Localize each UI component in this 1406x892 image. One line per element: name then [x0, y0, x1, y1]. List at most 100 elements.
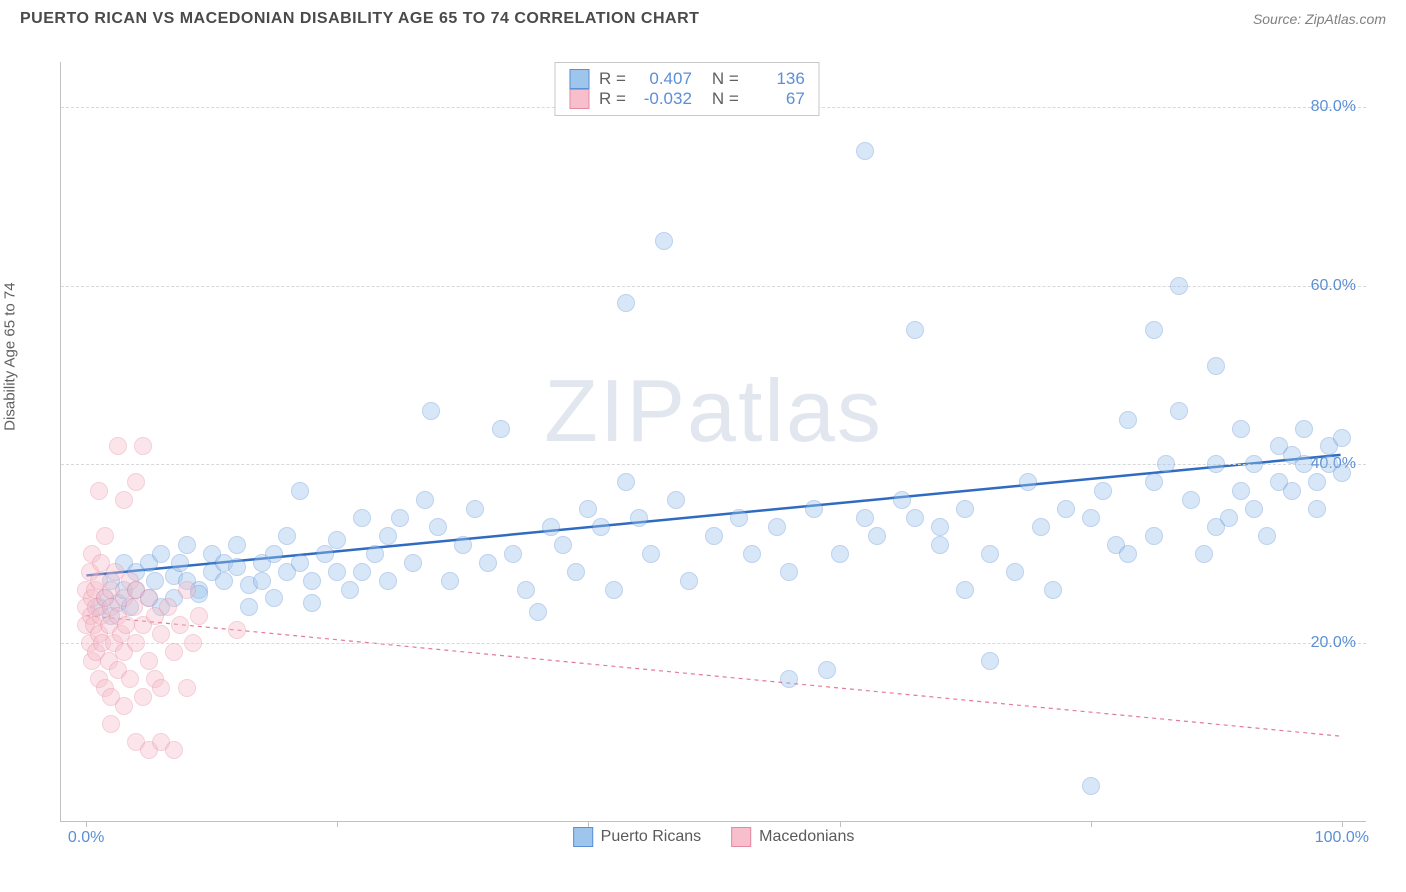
scatter-point	[1220, 509, 1238, 527]
x-tick	[840, 821, 841, 827]
y-tick-label: 20.0%	[1311, 634, 1356, 652]
scatter-point	[517, 581, 535, 599]
scatter-point	[265, 589, 283, 607]
scatter-point	[1094, 482, 1112, 500]
scatter-point	[1119, 545, 1137, 563]
scatter-point	[228, 558, 246, 576]
scatter-point	[353, 563, 371, 581]
scatter-point	[140, 589, 158, 607]
scatter-point	[134, 437, 152, 455]
scatter-point	[1032, 518, 1050, 536]
x-tick	[86, 821, 87, 827]
scatter-point	[341, 581, 359, 599]
scatter-point	[178, 536, 196, 554]
scatter-point	[893, 491, 911, 509]
scatter-point	[466, 500, 484, 518]
scatter-point	[303, 572, 321, 590]
scatter-point	[868, 527, 886, 545]
x-tick	[1091, 821, 1092, 827]
scatter-point	[429, 518, 447, 536]
trend-line	[86, 616, 1340, 737]
legend-swatch	[573, 827, 593, 847]
scatter-point	[190, 607, 208, 625]
plot-area: ZIPatlas R =0.407N =136R =-0.032N =67 Pu…	[60, 62, 1366, 822]
legend-item: Macedonians	[731, 827, 854, 847]
x-tick-label: 100.0%	[1315, 829, 1369, 847]
stat-R-label: R =	[599, 69, 626, 89]
scatter-point	[667, 491, 685, 509]
scatter-point	[278, 527, 296, 545]
stat-R-value: 0.407	[636, 69, 692, 89]
scatter-point	[605, 581, 623, 599]
scatter-point	[1044, 581, 1062, 599]
scatter-point	[240, 598, 258, 616]
scatter-point	[165, 643, 183, 661]
legend-label: Puerto Ricans	[601, 828, 702, 846]
scatter-point	[906, 509, 924, 527]
stats-row: R =-0.032N =67	[569, 89, 805, 109]
legend-label: Macedonians	[759, 828, 854, 846]
scatter-point	[441, 572, 459, 590]
scatter-point	[1232, 420, 1250, 438]
scatter-point	[1019, 473, 1037, 491]
source-label: Source: ZipAtlas.com	[1253, 11, 1386, 27]
scatter-point	[630, 509, 648, 527]
scatter-point	[1245, 455, 1263, 473]
legend-swatch	[731, 827, 751, 847]
scatter-point	[228, 621, 246, 639]
scatter-point	[617, 294, 635, 312]
scatter-point	[178, 679, 196, 697]
scatter-point	[617, 473, 635, 491]
scatter-point	[856, 142, 874, 160]
scatter-point	[328, 563, 346, 581]
scatter-point	[159, 598, 177, 616]
x-tick	[588, 821, 589, 827]
scatter-point	[906, 321, 924, 339]
scatter-point	[805, 500, 823, 518]
scatter-point	[1170, 277, 1188, 295]
scatter-point	[730, 509, 748, 527]
scatter-point	[96, 527, 114, 545]
x-tick-label: 0.0%	[68, 829, 104, 847]
scatter-point	[366, 545, 384, 563]
scatter-point	[184, 634, 202, 652]
gridline-h	[61, 643, 1366, 644]
scatter-point	[228, 536, 246, 554]
scatter-point	[328, 531, 346, 549]
scatter-point	[127, 473, 145, 491]
scatter-point	[554, 536, 572, 554]
scatter-point	[956, 581, 974, 599]
legend-swatch	[569, 69, 589, 89]
scatter-point	[780, 670, 798, 688]
scatter-point	[1082, 777, 1100, 795]
scatter-point	[1195, 545, 1213, 563]
scatter-point	[109, 437, 127, 455]
scatter-point	[931, 536, 949, 554]
scatter-point	[416, 491, 434, 509]
scatter-point	[171, 554, 189, 572]
scatter-point	[743, 545, 761, 563]
scatter-point	[1157, 455, 1175, 473]
scatter-point	[1145, 321, 1163, 339]
scatter-point	[422, 402, 440, 420]
scatter-point	[127, 634, 145, 652]
chart-title: PUERTO RICAN VS MACEDONIAN DISABILITY AG…	[20, 10, 699, 28]
scatter-point	[856, 509, 874, 527]
scatter-point	[1145, 527, 1163, 545]
y-tick-label: 60.0%	[1311, 277, 1356, 295]
scatter-point	[165, 741, 183, 759]
bottom-legend: Puerto Ricans Macedonians	[573, 827, 855, 847]
stats-legend: R =0.407N =136R =-0.032N =67	[554, 62, 820, 116]
x-tick	[337, 821, 338, 827]
scatter-point	[492, 420, 510, 438]
scatter-point	[102, 715, 120, 733]
scatter-point	[542, 518, 560, 536]
scatter-point	[1333, 464, 1351, 482]
scatter-point	[1245, 500, 1263, 518]
scatter-point	[115, 697, 133, 715]
scatter-point	[115, 491, 133, 509]
x-tick	[1342, 821, 1343, 827]
scatter-point	[592, 518, 610, 536]
scatter-point	[981, 652, 999, 670]
legend-item: Puerto Ricans	[573, 827, 702, 847]
